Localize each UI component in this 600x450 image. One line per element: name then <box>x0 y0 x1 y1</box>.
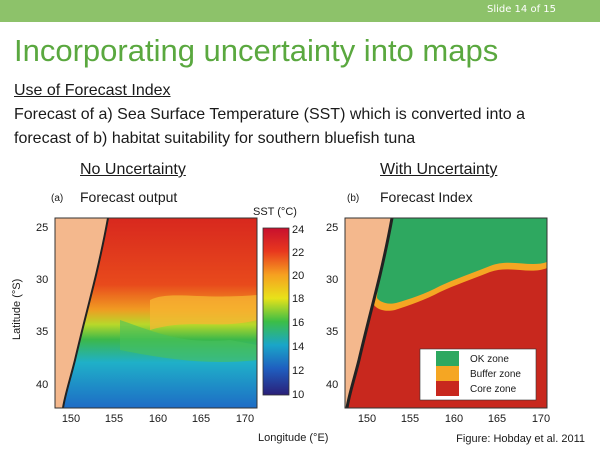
colorbar-tick: 14 <box>292 341 304 353</box>
description-line-1: Forecast of a) Sea Surface Temperature (… <box>14 106 526 123</box>
lat-tick-a: 35 <box>36 326 48 338</box>
lon-tick-a: 150 <box>62 413 80 425</box>
lat-tick-b: 35 <box>326 326 338 338</box>
panel-b-frame <box>344 217 548 409</box>
colorbar-tick: 12 <box>292 365 304 377</box>
panel-a-frame <box>54 217 258 409</box>
legend-swatch-core <box>436 381 459 396</box>
lat-tick-a: 25 <box>36 222 48 234</box>
slide-title: Incorporating uncertainty into maps <box>14 33 499 68</box>
sst-map <box>55 218 257 408</box>
colorbar-tick: 22 <box>292 247 304 259</box>
lon-tick-a: 165 <box>192 413 210 425</box>
slide-header-bar <box>0 0 600 22</box>
left-sublabel: Forecast output <box>80 189 178 205</box>
legend-swatch-buffer <box>436 366 459 381</box>
longitude-axis-label: Longitude (°E) <box>258 432 328 444</box>
lat-tick-a: 40 <box>36 379 48 391</box>
left-header: No Uncertainty <box>80 161 186 178</box>
colorbar-tick: 24 <box>292 224 304 236</box>
colorbar-title: SST (°C) <box>253 206 297 218</box>
legend-label-buffer: Buffer zone <box>470 369 521 380</box>
lon-tick-a: 170 <box>236 413 254 425</box>
lat-tick-b: 30 <box>326 274 338 286</box>
lon-tick-b: 165 <box>488 413 506 425</box>
slide-counter: Slide 14 of 15 <box>486 4 556 15</box>
lon-tick-b: 160 <box>445 413 463 425</box>
legend-swatch-ok <box>436 351 459 366</box>
lon-tick-b: 150 <box>358 413 376 425</box>
lon-tick-a: 155 <box>105 413 123 425</box>
legend-label-ok: OK zone <box>470 354 509 365</box>
land-australia-b <box>345 218 392 408</box>
figure-credit: Figure: Hobday et al. 2011 <box>456 433 585 445</box>
land-australia <box>55 218 108 408</box>
lat-tick-a: 30 <box>36 274 48 286</box>
colorbar-tick: 10 <box>292 389 304 401</box>
sst-colorbar <box>262 227 290 396</box>
lat-tick-b: 40 <box>326 379 338 391</box>
panel-a-tag: (a) <box>51 193 64 204</box>
right-sublabel: Forecast Index <box>380 189 473 205</box>
legend-label-core: Core zone <box>470 384 517 395</box>
panel-b-tag: (b) <box>347 193 360 204</box>
lon-tick-b: 155 <box>401 413 419 425</box>
lon-tick-a: 160 <box>149 413 167 425</box>
colorbar-tick: 20 <box>292 270 304 282</box>
right-header: With Uncertainty <box>380 161 498 178</box>
lat-tick-b: 25 <box>326 222 338 234</box>
lon-tick-b: 170 <box>532 413 550 425</box>
colorbar-tick: 18 <box>292 293 304 305</box>
subheading: Use of Forecast Index <box>14 82 171 99</box>
latitude-axis-label: Latitude (°S) <box>11 279 23 340</box>
description-line-2: forecast of b) habitat suitability for s… <box>14 130 416 147</box>
colorbar-tick: 16 <box>292 317 304 329</box>
